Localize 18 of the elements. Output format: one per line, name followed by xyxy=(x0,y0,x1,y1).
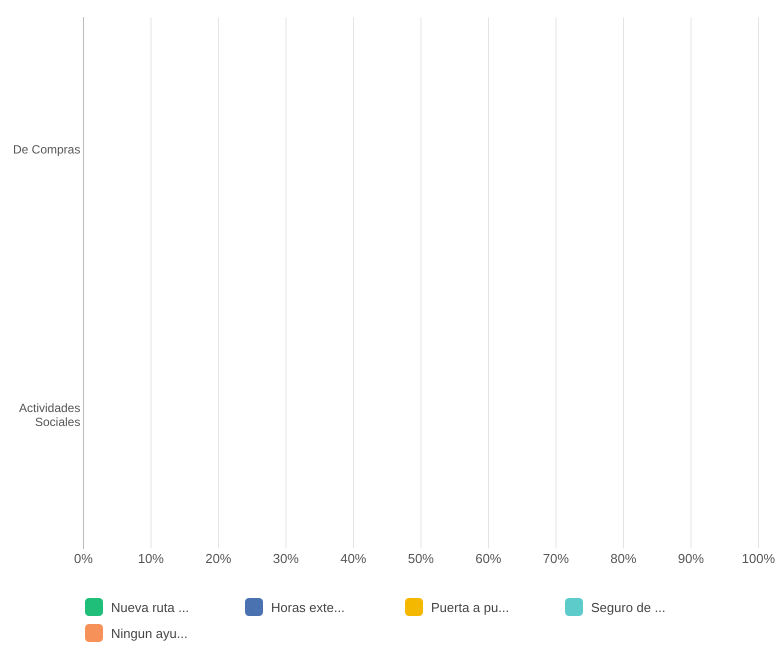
x-tick-label: 50% xyxy=(408,550,434,566)
x-tick-label: 30% xyxy=(272,550,300,566)
x-tick-label: 0% xyxy=(74,550,94,566)
x-tick-label: 10% xyxy=(138,550,164,566)
legend-label: Puerta a pu... xyxy=(431,600,510,614)
x-tick-label: 20% xyxy=(205,550,232,566)
y-tick-label: Actividades Sociales xyxy=(18,400,80,430)
legend-label: Nueva ruta ... xyxy=(111,600,190,614)
legend-label: Ningun ayu... xyxy=(111,626,188,640)
x-tick-label: 80% xyxy=(610,550,637,566)
legend-label: Seguro de ... xyxy=(591,600,666,614)
x-tick-label: 70% xyxy=(542,550,570,566)
x-tick-label: 90% xyxy=(678,550,704,566)
x-tick-label: 60% xyxy=(475,550,502,566)
x-tick-label: 40% xyxy=(340,550,367,566)
legend-label: Horas exte... xyxy=(271,600,345,614)
x-tick-label: 100% xyxy=(742,550,776,566)
y-tick-label: De Compras xyxy=(12,142,80,156)
